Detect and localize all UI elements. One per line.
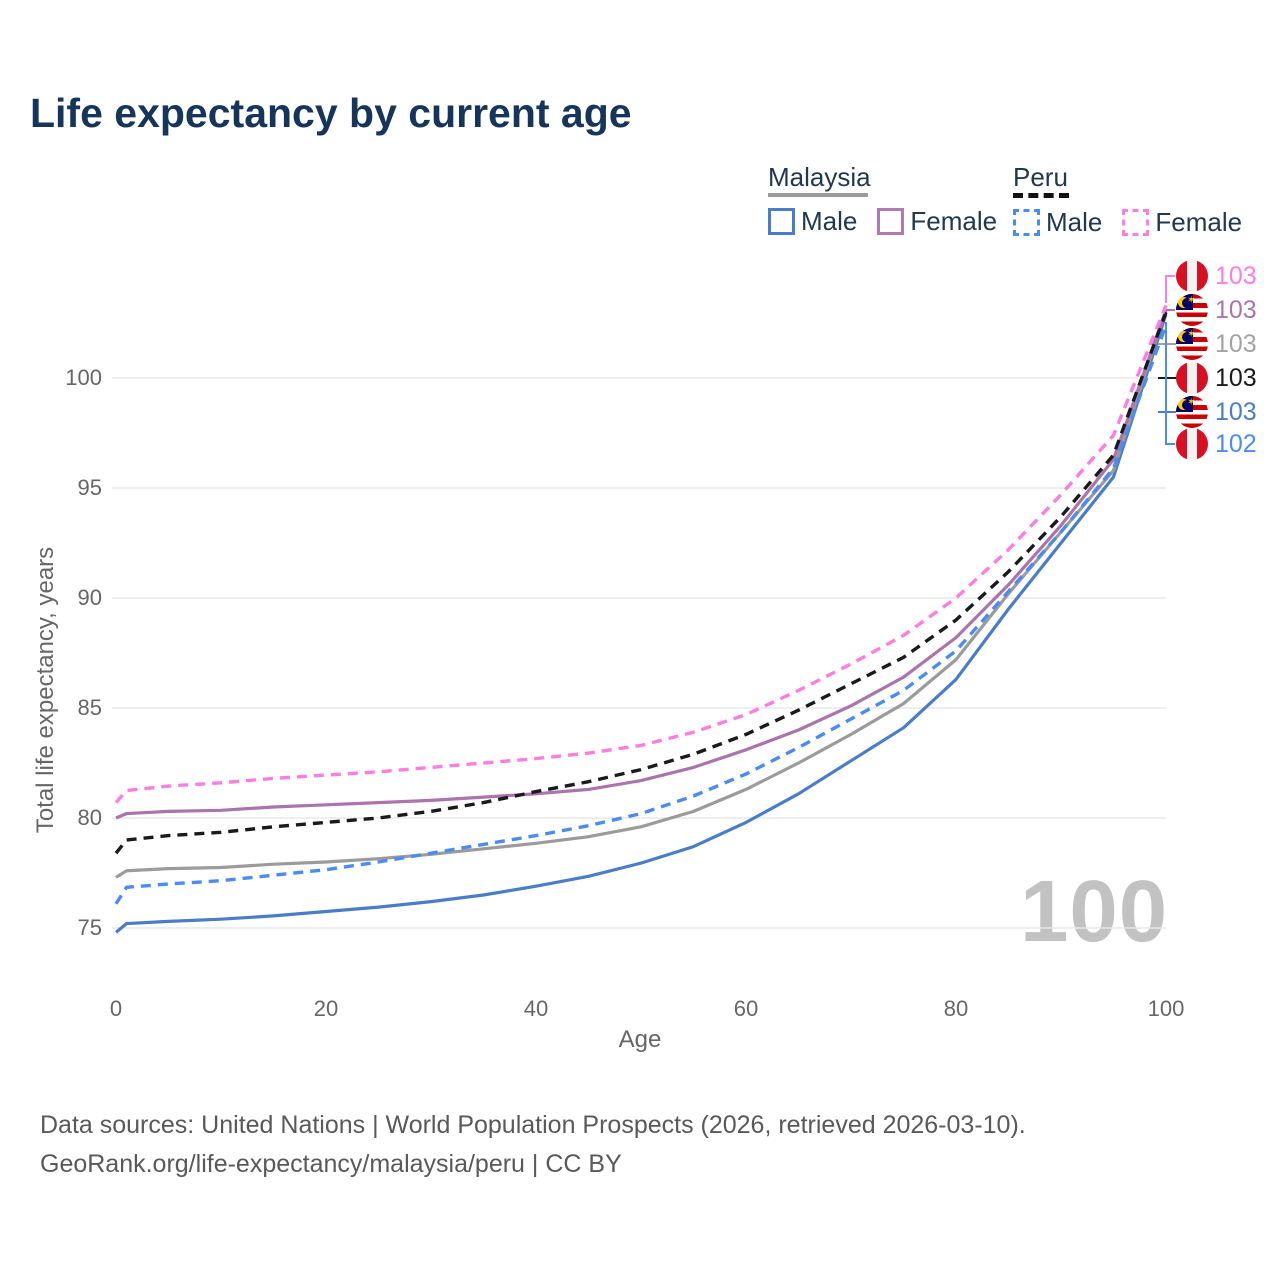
peru-flag-icon — [1176, 362, 1208, 394]
leader-line-peru-male — [1165, 322, 1175, 445]
y-tick-75: 75 — [77, 915, 102, 940]
end-label-peru-male: 102 — [1176, 428, 1257, 460]
end-value-malaysia-overall: 103 — [1215, 330, 1257, 358]
source-url-line: GeoRank.org/life-expectancy/malaysia/per… — [40, 1150, 622, 1178]
peru-male-swatch-icon — [1013, 209, 1040, 236]
end-value-malaysia-male: 103 — [1215, 398, 1257, 426]
series-line-malaysia-overall[interactable] — [115, 309, 1168, 879]
malaysia-male-swatch-icon — [768, 208, 795, 235]
series-line-malaysia-female[interactable] — [115, 309, 1168, 820]
gridlines — [112, 377, 1166, 929]
peru-flag-icon — [1176, 260, 1208, 292]
series-line-malaysia-male[interactable] — [114, 313, 1168, 934]
end-value-peru-male: 102 — [1215, 430, 1257, 458]
legend-item-peru-female[interactable]: Female — [1122, 209, 1242, 236]
series-line-peru-male[interactable] — [114, 324, 1168, 905]
data-sources-line: Data sources: United Nations | World Pop… — [40, 1111, 1026, 1139]
label-leader-lines — [1158, 275, 1176, 445]
legend-group-title-malaysia: Malaysia — [768, 162, 871, 192]
legend-label: Female — [910, 206, 998, 236]
malaysia-flag-icon: ✶ — [1176, 328, 1208, 360]
y-tick-80: 80 — [77, 805, 102, 830]
end-value-peru-female: 103 — [1215, 262, 1257, 290]
x-axis-title: Age — [618, 1026, 662, 1053]
y-tick-100: 100 — [65, 365, 102, 390]
solid-line-style-key — [768, 193, 868, 197]
series-line-peru-overall[interactable] — [114, 311, 1168, 855]
x-tick-100: 100 — [1147, 996, 1185, 1021]
end-label-malaysia-female: ✶ 103 — [1176, 294, 1257, 326]
peru-female-swatch-icon — [1122, 209, 1150, 236]
malaysia-female-swatch-icon — [877, 208, 905, 235]
end-label-peru-female: 103 — [1176, 260, 1257, 292]
x-tick-60: 60 — [733, 996, 759, 1021]
x-tick-20: 20 — [313, 996, 339, 1021]
legend-item-malaysia-male[interactable]: Male — [768, 208, 857, 235]
malaysia-flag-icon: ✶ — [1176, 294, 1208, 326]
legend-item-peru-male[interactable]: Male — [1013, 209, 1102, 236]
legend-group-malaysia: Malaysia Male Female — [768, 163, 997, 235]
age-watermark: 100 — [1020, 863, 1169, 960]
legend-item-malaysia-female[interactable]: Female — [877, 208, 997, 235]
end-value-peru-overall: 103 — [1215, 364, 1257, 392]
attribution: Data sources: United Nations | World Pop… — [40, 1106, 1026, 1184]
x-tick-40: 40 — [523, 996, 549, 1021]
series-line-peru-female[interactable] — [114, 304, 1168, 804]
end-label-peru-overall: 103 — [1176, 362, 1257, 394]
peru-flag-icon — [1176, 428, 1208, 460]
x-tick-0: 0 — [109, 996, 123, 1021]
legend-label: Female — [1155, 207, 1243, 237]
end-label-malaysia-male: ✶ 103 — [1176, 396, 1257, 428]
end-value-malaysia-female: 103 — [1215, 296, 1257, 324]
legend-label: Male — [801, 206, 858, 236]
dashed-line-style-key — [1013, 193, 1069, 198]
legend-label: Male — [1046, 207, 1103, 237]
page-title: Life expectancy by current age — [30, 90, 632, 136]
leader-line-peru-female — [1165, 275, 1175, 303]
y-tick-90: 90 — [77, 585, 102, 610]
x-tick-80: 80 — [943, 996, 969, 1021]
legend-group-peru: Peru Male Female — [1013, 163, 1242, 236]
y-tick-85: 85 — [77, 695, 102, 720]
y-tick-95: 95 — [77, 475, 102, 500]
end-label-malaysia-overall: ✶ 103 — [1176, 328, 1257, 360]
malaysia-flag-icon: ✶ — [1176, 396, 1208, 428]
legend-group-title-peru: Peru — [1013, 162, 1068, 192]
